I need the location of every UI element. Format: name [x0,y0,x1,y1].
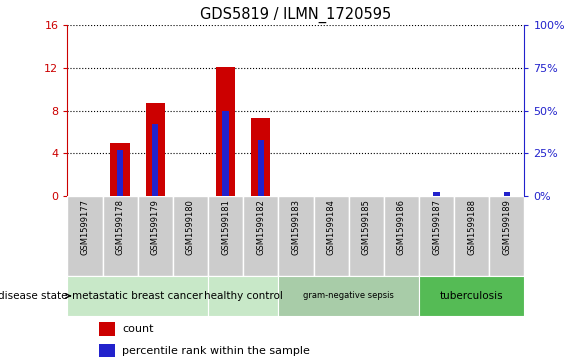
Text: GSM1599180: GSM1599180 [186,199,195,255]
Bar [223,111,229,196]
Bar [67,196,103,276]
Bar [100,344,115,357]
Bar [489,196,524,276]
Text: tuberculosis: tuberculosis [440,291,503,301]
Text: GSM1599184: GSM1599184 [326,199,336,255]
Text: percentile rank within the sample: percentile rank within the sample [122,346,310,356]
Bar [67,276,208,316]
Text: GSM1599178: GSM1599178 [115,199,125,255]
Bar [278,196,314,276]
Bar [110,143,130,196]
Bar [208,196,243,276]
Bar [434,192,440,196]
Bar [117,150,123,196]
Text: GSM1599189: GSM1599189 [502,199,512,255]
Bar [419,276,524,316]
Bar [314,196,349,276]
Text: GSM1599187: GSM1599187 [432,199,441,255]
Text: GSM1599182: GSM1599182 [256,199,265,255]
Text: GSM1599185: GSM1599185 [362,199,371,255]
Bar [103,196,138,276]
Text: metastatic breast cancer: metastatic breast cancer [72,291,203,301]
Bar [258,139,264,196]
Bar [243,196,278,276]
Text: count: count [122,324,154,334]
Text: GSM1599183: GSM1599183 [291,199,301,255]
Bar [152,123,158,196]
Bar [384,196,419,276]
Text: GSM1599188: GSM1599188 [467,199,476,255]
Text: healthy control: healthy control [204,291,282,301]
Bar [208,276,278,316]
Bar [251,118,271,196]
Bar [349,196,384,276]
Bar [419,196,454,276]
Text: disease state: disease state [0,291,67,301]
Bar [504,192,510,196]
Text: GSM1599186: GSM1599186 [397,199,406,255]
Text: gram-negative sepsis: gram-negative sepsis [303,291,394,300]
Bar [454,196,489,276]
Title: GDS5819 / ILMN_1720595: GDS5819 / ILMN_1720595 [200,7,391,23]
Bar [278,276,419,316]
Bar [173,196,208,276]
Text: GSM1599179: GSM1599179 [151,199,160,255]
Bar [138,196,173,276]
Bar [146,103,165,196]
Bar [216,67,236,196]
Bar [100,322,115,336]
Text: GSM1599181: GSM1599181 [221,199,230,255]
Text: GSM1599177: GSM1599177 [80,199,90,255]
